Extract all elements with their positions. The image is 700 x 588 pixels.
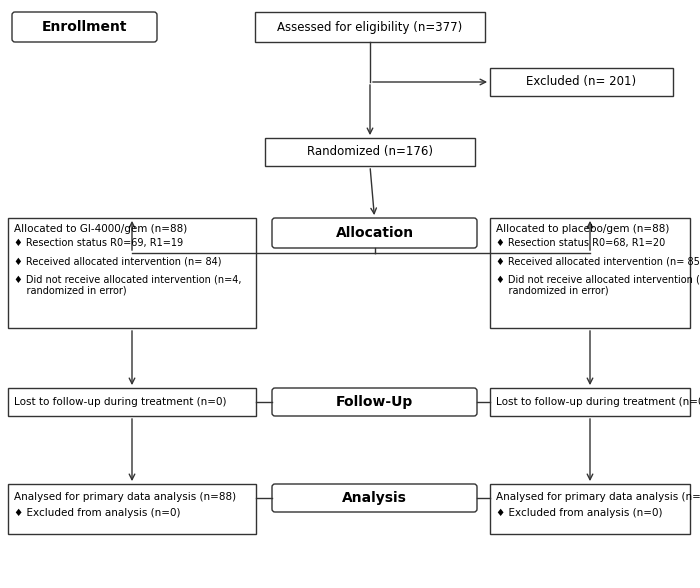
Text: Allocated to placebo/gem (n=88): Allocated to placebo/gem (n=88) [496, 224, 669, 234]
Bar [490, 388, 690, 416]
Bar [265, 138, 475, 166]
Bar [8, 484, 256, 534]
Text: Excluded (n= 201): Excluded (n= 201) [526, 75, 636, 89]
Text: Analysed for primary data analysis (n=88): Analysed for primary data analysis (n=88… [496, 492, 700, 502]
Text: Analysis: Analysis [342, 491, 407, 505]
FancyBboxPatch shape [272, 218, 477, 248]
Bar [490, 484, 690, 534]
Bar [8, 218, 256, 328]
Text: Allocation: Allocation [335, 226, 414, 240]
Text: ♦ Resection status R0=68, R1=20: ♦ Resection status R0=68, R1=20 [496, 238, 665, 248]
Text: ♦ Excluded from analysis (n=0): ♦ Excluded from analysis (n=0) [14, 508, 181, 518]
Text: Randomized (n=176): Randomized (n=176) [307, 145, 433, 159]
Text: Analysed for primary data analysis (n=88): Analysed for primary data analysis (n=88… [14, 492, 236, 502]
Text: Lost to follow-up during treatment (n=0): Lost to follow-up during treatment (n=0) [496, 397, 700, 407]
Text: ♦ Received allocated intervention (n= 85): ♦ Received allocated intervention (n= 85… [496, 256, 700, 266]
Text: ♦ Excluded from analysis (n=0): ♦ Excluded from analysis (n=0) [496, 508, 662, 518]
Text: Assessed for eligibility (n=377): Assessed for eligibility (n=377) [277, 21, 463, 34]
Text: ♦ Did not receive allocated intervention (n=4,
    randomized in error): ♦ Did not receive allocated intervention… [14, 274, 241, 296]
Text: Enrollment: Enrollment [42, 20, 127, 34]
Bar [490, 218, 690, 328]
Text: Lost to follow-up during treatment (n=0): Lost to follow-up during treatment (n=0) [14, 397, 227, 407]
Text: ♦ Resection status R0=69, R1=19: ♦ Resection status R0=69, R1=19 [14, 238, 183, 248]
FancyBboxPatch shape [272, 388, 477, 416]
Text: Allocated to GI-4000/gem (n=88): Allocated to GI-4000/gem (n=88) [14, 224, 188, 234]
Bar [255, 12, 485, 42]
Text: ♦ Did not receive allocated intervention (n=3,
    randomized in error): ♦ Did not receive allocated intervention… [496, 274, 700, 296]
Bar [8, 388, 256, 416]
Bar [490, 68, 673, 96]
Text: ♦ Received allocated intervention (n= 84): ♦ Received allocated intervention (n= 84… [14, 256, 221, 266]
Text: Follow-Up: Follow-Up [336, 395, 413, 409]
FancyBboxPatch shape [272, 484, 477, 512]
FancyBboxPatch shape [12, 12, 157, 42]
